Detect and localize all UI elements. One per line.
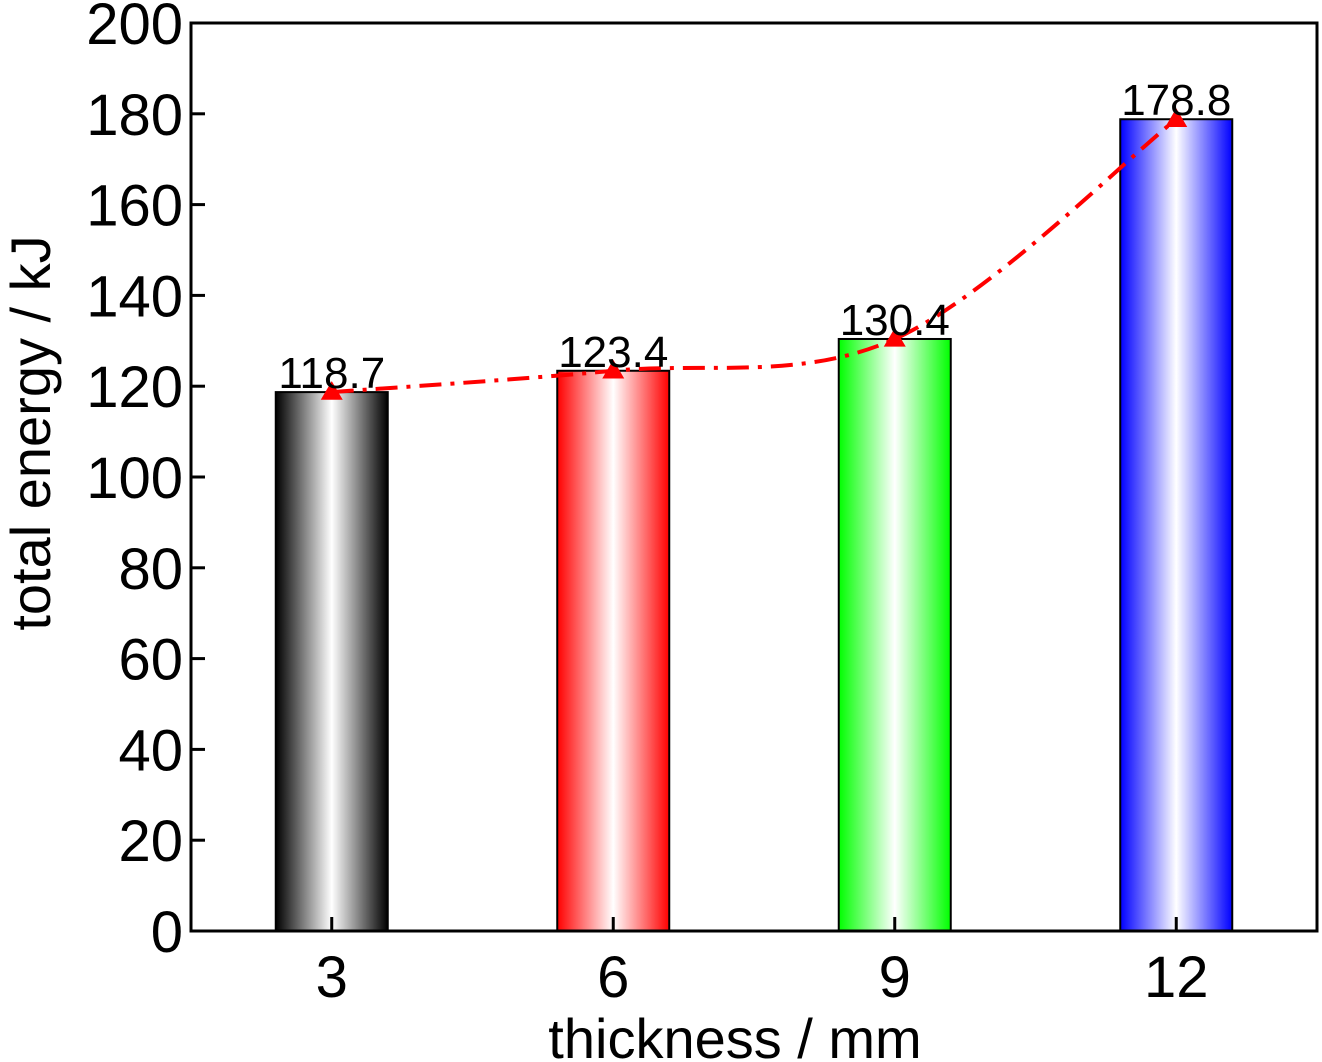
x-tick-label: 12: [1144, 945, 1209, 1010]
y-tick-label: 60: [118, 628, 183, 693]
trend-marker: [883, 327, 906, 347]
y-tick-label: 180: [86, 83, 183, 148]
bars-layer: [274, 118, 1234, 933]
data-label: 178.8: [1121, 76, 1231, 125]
x-axis: 3 6 9 12: [316, 917, 1209, 1010]
y-tick-label: 0: [151, 900, 183, 965]
trend-marker: [602, 359, 625, 379]
x-axis-title: thickness / mm: [548, 1007, 921, 1062]
y-axis-title: total energy / kJ: [0, 235, 62, 630]
x-tick-label: 3: [316, 945, 348, 1010]
bar: [274, 391, 389, 932]
data-label: 118.7: [278, 349, 385, 398]
trend-layer: [320, 108, 1188, 400]
y-tick-label: 80: [118, 537, 183, 602]
x-tick-label: 6: [597, 945, 629, 1010]
data-label: 130.4: [840, 296, 950, 345]
trend-marker: [320, 381, 343, 400]
y-tick-label: 120: [86, 355, 183, 420]
bar: [556, 369, 671, 933]
y-tick-label: 100: [86, 446, 183, 511]
y-tick-label: 160: [86, 174, 183, 239]
y-axis: 0 20 40 60 80 100 120 140 160 180 200: [86, 0, 205, 965]
y-tick-label: 200: [86, 0, 183, 57]
trend-marker: [1165, 108, 1188, 127]
data-labels-layer: 118.7 123.4 130.4 178.8: [278, 76, 1231, 398]
trend-line: [331, 117, 1178, 395]
y-tick-label: 140: [86, 264, 183, 329]
data-label: 123.4: [558, 328, 668, 377]
x-tick-label: 9: [879, 945, 911, 1010]
bar: [1119, 118, 1234, 933]
bar: [837, 337, 952, 932]
y-tick-label: 20: [118, 809, 183, 874]
y-tick-label: 40: [118, 718, 183, 783]
